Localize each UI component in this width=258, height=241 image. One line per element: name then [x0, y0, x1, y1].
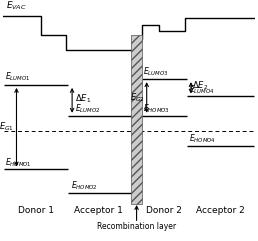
Text: $E_{HOMO4}$: $E_{HOMO4}$: [189, 133, 216, 146]
Text: $E_{G2}$: $E_{G2}$: [130, 91, 145, 104]
Text: $\Delta E_1$: $\Delta E_1$: [75, 92, 91, 105]
Text: $E_{G1}$: $E_{G1}$: [0, 121, 14, 134]
Text: $\Delta E_2$: $\Delta E_2$: [192, 80, 208, 92]
Text: $E_{HOMO3}$: $E_{HOMO3}$: [143, 102, 170, 115]
Text: Donor 2: Donor 2: [147, 206, 182, 215]
Text: Donor 1: Donor 1: [18, 206, 54, 215]
Text: $E_{VAC}$: $E_{VAC}$: [6, 0, 26, 12]
Text: Recombination layer: Recombination layer: [97, 222, 176, 231]
Text: $E_{HOMO2}$: $E_{HOMO2}$: [71, 179, 98, 192]
Bar: [131, 35, 142, 204]
Text: $E_{LUMO3}$: $E_{LUMO3}$: [143, 66, 168, 78]
Text: Acceptor 2: Acceptor 2: [196, 206, 245, 215]
Text: Acceptor 1: Acceptor 1: [74, 206, 123, 215]
Text: $E_{LUMO2}$: $E_{LUMO2}$: [75, 102, 100, 115]
Text: $E_{LUMO1}$: $E_{LUMO1}$: [5, 71, 30, 83]
Text: $E_{HOMO1}$: $E_{HOMO1}$: [5, 156, 31, 168]
Text: $E_{LUMO4}$: $E_{LUMO4}$: [189, 83, 215, 95]
